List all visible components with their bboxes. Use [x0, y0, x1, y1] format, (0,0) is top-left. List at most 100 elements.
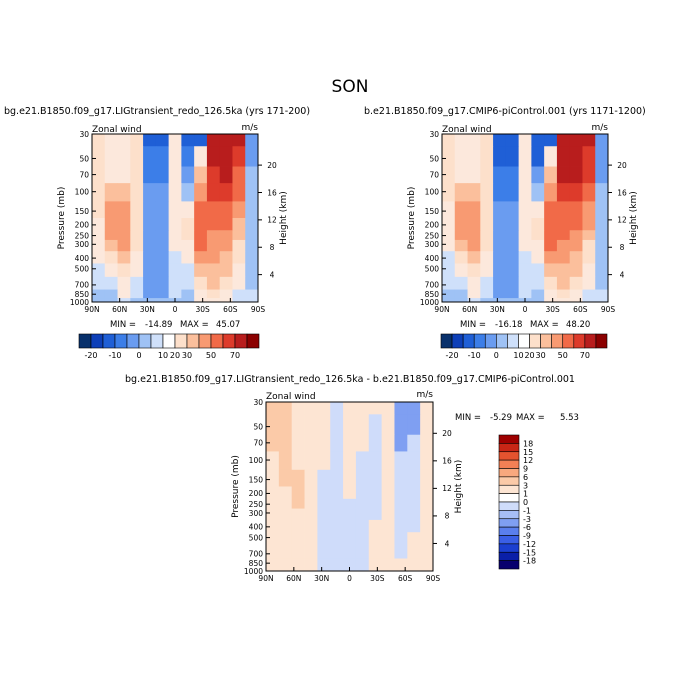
panel-left-colorbar-box: [78, 333, 92, 349]
panel-difference-field-cell: [304, 532, 318, 547]
panel-left-field-cell: [181, 146, 195, 167]
panel-right-field-cell: [454, 239, 468, 252]
panel-left-field-cell: [194, 239, 208, 252]
panel-right-field-cell: [582, 146, 596, 167]
panel-right-y-tick-label: 70: [429, 170, 439, 179]
panel-right-field-cell: [569, 239, 583, 252]
panel-right-field-cell: [531, 239, 545, 252]
panel-right-field-cell: [467, 263, 481, 278]
panel-difference-colorbar-box: [498, 551, 520, 561]
panel-difference-field-cell: [330, 434, 344, 452]
panel-right-title: b.e21.B1850.f09_g17.CMIP6-piControl.001 …: [364, 106, 646, 117]
panel-left-field-cell: [117, 251, 131, 264]
panel-left-y-tick-label: 1000: [70, 298, 89, 307]
panel-right-field-cell: [582, 166, 596, 184]
panel-difference-field-cell: [291, 508, 305, 521]
panel-difference-field-cell: [368, 508, 383, 521]
panel-difference-field-cell: [317, 508, 331, 521]
panel-right-y2-tick-label: 4: [620, 270, 625, 279]
panel-left-field-cell: [232, 134, 246, 147]
panel-right-field-cell: [544, 166, 558, 184]
panel-difference-colorbar-box: [498, 510, 520, 520]
panel-difference-field-cell: [381, 486, 395, 500]
panel-left-field-cell: [92, 251, 106, 264]
panel-difference-y-tick-label: 850: [249, 559, 264, 568]
panel-difference-colorbar-box: [498, 476, 520, 486]
panel-right-field-cell: [544, 289, 558, 299]
panel-difference-field-cell: [291, 532, 305, 547]
panel-left-field-cell: [130, 276, 144, 290]
panel-difference-colorbar-box: [498, 501, 520, 511]
panel-right-field-cell: [531, 201, 545, 219]
panel-difference-y-tick-label: 200: [249, 489, 264, 498]
panel-right-field-cell: [505, 134, 520, 147]
panel-difference-min-value: -5.29: [490, 413, 512, 423]
panel-right-field-cell: [493, 166, 507, 184]
panel-right-y-axis-label: Pressure (mb): [407, 187, 417, 250]
panel-left-field-cell: [143, 134, 157, 147]
panel-right-field-cell: [454, 201, 468, 219]
panel-right-y-tick-label: 100: [425, 187, 440, 196]
panel-right-field-cell: [467, 134, 481, 147]
panel-difference-y-tick-label: 30: [253, 398, 263, 407]
panel-right-max-label: MAX =: [530, 320, 559, 330]
panel-difference-field-cell: [278, 434, 293, 452]
panel-right-field-cell: [442, 218, 456, 231]
panel-difference-field-cell: [291, 486, 305, 500]
panel-right-field-cell: [569, 230, 583, 241]
panel-difference-field-cell: [291, 567, 305, 572]
panel-left-field-cell: [92, 239, 106, 252]
panel-difference-field-cell: [355, 486, 370, 500]
panel-left-field-cell: [155, 239, 170, 252]
panel-right-field-cell: [544, 201, 558, 219]
panel-difference-y-tick-label: 50: [253, 422, 263, 431]
panel-left-field-cell: [245, 239, 259, 252]
panel-left-colorbar-label: 50: [206, 351, 216, 360]
panel-difference-field-cell: [368, 567, 383, 572]
panel-difference-field-cell: [368, 519, 383, 533]
panel-right-field-cell: [582, 276, 596, 290]
panel-left-colorbar-box: [186, 333, 200, 349]
panel-left-field-cell: [117, 298, 131, 303]
panel-left-y-tick-label: 300: [75, 240, 90, 249]
panel-difference-field-cell: [266, 498, 280, 509]
panel-right-colorbar-box: [529, 333, 541, 349]
panel-left-colorbar-box: [198, 333, 212, 349]
panel-left-field-cell: [155, 251, 170, 264]
panel-difference-colorbar-box: [498, 459, 520, 469]
panel-left-y-tick-label: 700: [75, 281, 90, 290]
panel-difference-field-cell: [343, 545, 357, 559]
panel-right-field-cell: [582, 230, 596, 241]
panel-right-colorbar-label: 70: [580, 351, 590, 360]
panel-left-x-tick-label: 90S: [251, 305, 266, 314]
panel-right-field-cell: [518, 230, 532, 241]
panel-difference-field-cell: [407, 434, 421, 452]
panel-left-field-cell: [143, 251, 157, 264]
panel-left-field-cell: [181, 218, 195, 231]
panel-right-field-cell: [467, 166, 481, 184]
panel-left-y2-tick-label: 20: [267, 161, 277, 170]
panel-left-field-cell: [232, 146, 246, 167]
panel-difference-field-cell: [355, 414, 370, 436]
panel-right-field-cell: [493, 201, 507, 219]
panel-right-field-cell: [480, 201, 494, 219]
panel-difference: bg.e21.B1850.f09_g17.LIGtransient_redo_1…: [125, 374, 579, 583]
panel-right-field-cell: [480, 289, 494, 299]
panel-left-field-cell: [219, 166, 233, 184]
panel-left-field-cell: [92, 183, 106, 202]
panel-left-field-cell: [117, 201, 131, 219]
panel-left-y-tick-label: 250: [75, 231, 90, 240]
panel-difference-field-cell: [407, 532, 421, 547]
panel-left-field-cell: [181, 183, 195, 202]
panel-left-colorbar-box: [90, 333, 104, 349]
panel-right-field-cell: [454, 263, 468, 278]
panel-left-field-cell: [117, 218, 131, 231]
panel-right-field-cell: [442, 276, 456, 290]
panel-difference-field-cell: [317, 402, 331, 415]
panel-right-colorbar-box: [507, 333, 519, 349]
panel-right-field-cell: [467, 239, 481, 252]
panel-difference-field-cell: [266, 508, 280, 521]
panel-right-field-cell: [569, 298, 583, 303]
panel-difference-y-tick-label: 250: [249, 500, 264, 509]
panel-difference-field-cell: [291, 498, 305, 509]
